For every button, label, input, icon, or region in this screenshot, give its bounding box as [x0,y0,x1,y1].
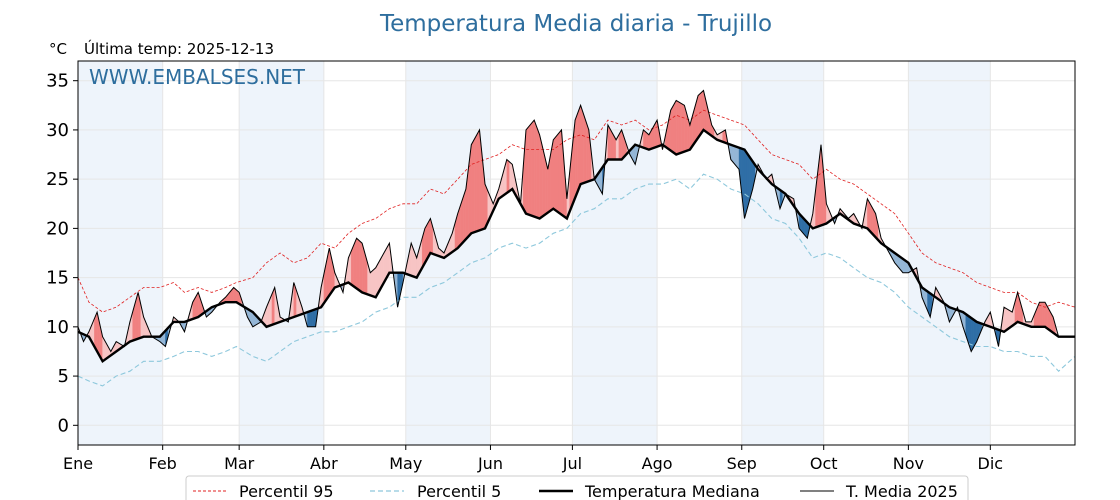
x-tick-label-dic: Dic [978,454,1004,473]
anomaly-fill-day-168 [533,120,538,218]
series-line-p5 [77,173,1076,387]
month-bands [78,61,991,445]
x-tick-label-jul: Jul [562,454,582,473]
anomaly-fill-day-187 [585,121,589,183]
anomaly-fill-day-169 [536,127,540,219]
anomaly-fill-day-167 [531,119,535,217]
legend: Percentil 95 Percentil 5 Temperatura Med… [185,475,969,500]
anomaly-fill-day-228 [697,92,701,139]
anomaly-fill-day-245 [744,148,748,219]
anomaly-fill-day-177 [558,129,562,215]
anomaly-fill-day-219 [673,99,677,155]
watermark: WWW.EMBALSES.NET [89,65,306,89]
anomaly-fill-day-85 [307,310,311,328]
x-tick-label-mar: Mar [224,454,255,473]
y-tick-label-5: 5 [58,366,69,387]
anomaly-fill-day-221 [678,101,682,154]
legend-box [185,475,969,500]
legend-label-t2025: T. Media 2025 [845,482,958,500]
y-tick-label-25: 25 [46,169,69,190]
y-tick-label-10: 10 [46,317,69,338]
month-band-mar [239,61,324,445]
anomaly-fill-day-86 [309,309,314,328]
y-tick-label-0: 0 [58,415,69,436]
anomaly-fill-day-145 [471,138,475,234]
anomaly-fill-day-340 [1003,306,1007,333]
anomaly-fill-day-87 [312,308,316,328]
month-band-nov [908,61,991,445]
legend-label-median: Temperatura Mediana [584,482,760,500]
x-tick-label-oct: Oct [810,454,838,473]
y-tick-label-30: 30 [46,120,69,141]
x-tick-label-nov: Nov [893,454,924,473]
anomaly-fill-day-170 [539,134,543,219]
anomaly-fill-day-158 [506,159,510,194]
y-axis: 0 5 10 15 20 25 30 35 [46,71,78,436]
y-tick-label-15: 15 [46,268,69,289]
anomaly-fill-day-208 [643,129,647,149]
month-band-ene [78,61,163,445]
y-tick-label-20: 20 [46,218,69,239]
anomaly-fill-day-218 [670,104,674,153]
anomaly-fill-day-108 [370,269,374,297]
y-tick-label-35: 35 [46,71,69,92]
anomaly-fill-day-354 [1042,302,1046,328]
x-tick-label-sep: Sep [727,454,757,473]
anomaly-fill-day-103 [356,237,360,291]
series-line-t2025 [77,89,1060,353]
anomaly-fill-day-102 [353,238,357,289]
anomaly-fill-day-146 [473,134,477,233]
anomaly-fill-day-104 [359,240,363,293]
anomaly-fill-day-165 [525,126,529,215]
anomaly-fill-day-185 [580,105,584,185]
x-tick-label-feb: Feb [149,454,177,473]
chart-title: Temperatura Media diaria - Trujillo [379,11,772,37]
x-tick-label-may: May [389,454,422,473]
anomaly-fill-day-220 [676,100,680,155]
x-axis: Ene Feb Mar Abr May Jun Jul Ago Sep Oct Nov Dic [63,445,1003,473]
plot-frame [77,60,1076,446]
series-line-median [77,128,1075,364]
anomaly-fill-day-166 [528,122,532,216]
month-band-sep [741,61,824,445]
anomaly-fill-day-186 [583,113,587,184]
anomaly-fill-day-147 [476,129,480,232]
anomaly-fill-day-183 [574,112,579,198]
anomaly-fill-day-341 [1006,308,1010,331]
x-tick-label-jun: Jun [477,454,503,473]
x-tick-label-abr: Abr [310,454,338,473]
legend-label-p95: Percentil 95 [239,482,334,500]
anomaly-fill-day-222 [681,103,685,153]
anomaly-fill-day-184 [577,105,581,192]
anomaly-fill-day-109 [372,267,376,298]
legend-label-p5: Percentil 5 [417,482,501,500]
anomaly-fill-day-159 [509,161,513,192]
anomaly-fill-day-176 [555,132,559,214]
y-axis-unit: °C [49,40,67,58]
series-lines [77,89,1076,387]
last-temp-label: Última temp: 2025-12-13 [84,39,274,58]
x-tick-label-ene: Ene [63,454,93,473]
x-tick-label-ago: Ago [642,454,673,473]
